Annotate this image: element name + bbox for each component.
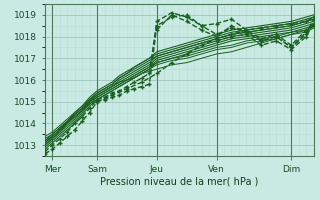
X-axis label: Pression niveau de la mer( hPa ): Pression niveau de la mer( hPa ) [100, 177, 258, 187]
